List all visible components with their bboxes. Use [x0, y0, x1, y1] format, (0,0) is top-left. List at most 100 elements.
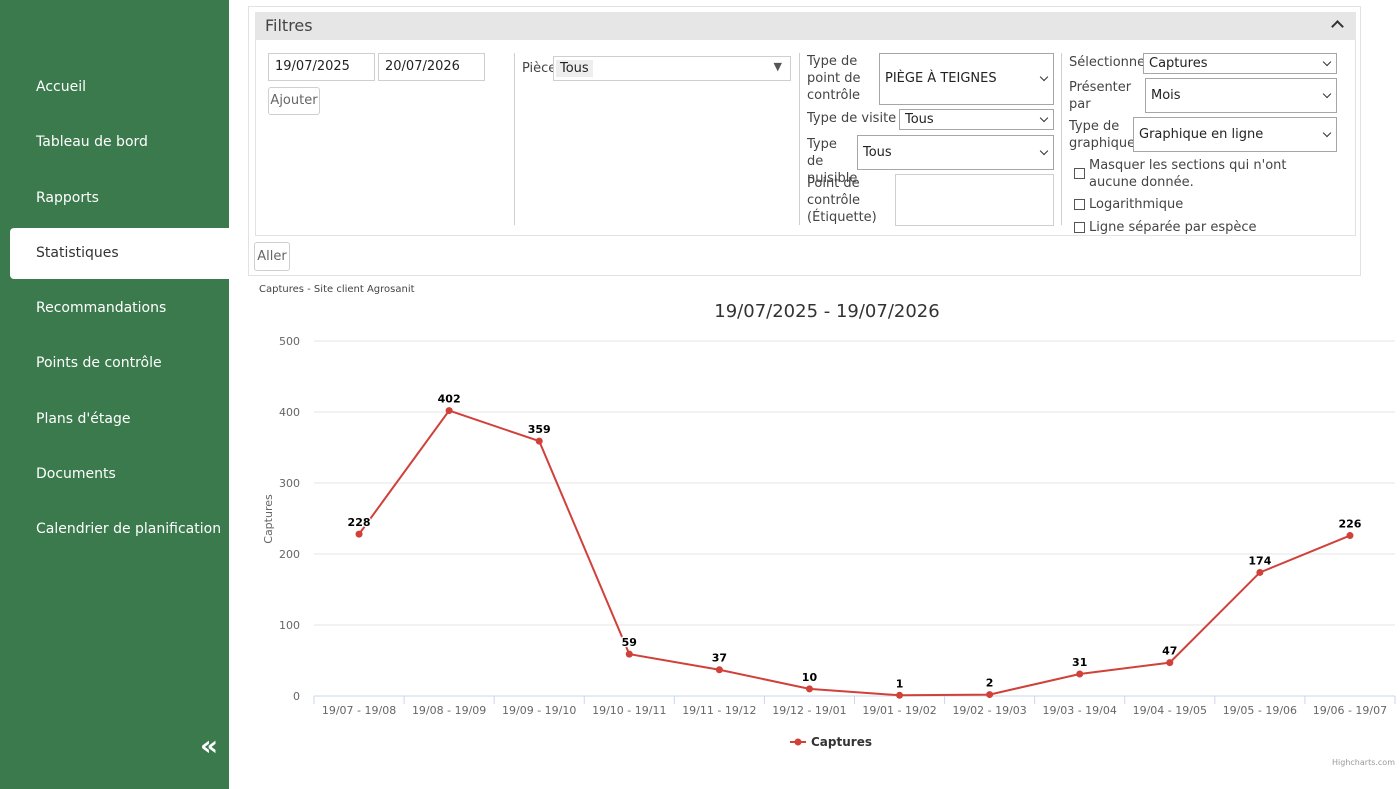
data-label: 1 — [896, 677, 904, 690]
present-by-label: Présenter par — [1069, 80, 1132, 112]
chevron-down-icon — [1039, 113, 1049, 123]
data-label: 59 — [622, 636, 637, 649]
logarithmic-checkbox[interactable] — [1074, 199, 1085, 210]
y-tick-label: 200 — [279, 548, 300, 561]
date-to-input[interactable]: 20/07/2026 — [378, 53, 485, 81]
data-label: 226 — [1338, 518, 1361, 531]
split-by-species-checkbox[interactable] — [1074, 222, 1085, 233]
y-tick-label: 0 — [293, 690, 300, 703]
highcharts-credit[interactable]: Highcharts.com — [1332, 758, 1395, 767]
x-tick-label: 19/05 - 19/06 — [1223, 704, 1297, 717]
pest-type-select[interactable]: Tous — [857, 135, 1054, 170]
sidebar-item-calendrier[interactable]: Calendrier de planification — [36, 521, 222, 537]
x-tick-label: 19/10 - 19/11 — [592, 704, 666, 717]
sidebar-item-documents[interactable]: Documents — [36, 466, 116, 482]
data-point[interactable] — [896, 691, 904, 699]
checkpoint-tag-input[interactable] — [895, 174, 1054, 226]
sidebar-item-accueil[interactable]: Accueil — [36, 79, 86, 95]
chart-export-title: Captures - Site client Agrosanit — [259, 284, 415, 295]
pest-type-label: Type de nuisible — [807, 137, 858, 186]
data-point[interactable] — [625, 650, 633, 658]
piece-chip: Tous — [556, 60, 593, 77]
chevron-down-icon — [1039, 146, 1049, 156]
x-tick-label: 19/12 - 19/01 — [772, 704, 846, 717]
data-point[interactable] — [986, 691, 994, 699]
x-tick-label: 19/04 - 19/05 — [1133, 704, 1207, 717]
chevron-down-icon — [1322, 57, 1332, 67]
chevron-up-icon[interactable] — [1331, 20, 1344, 33]
sidebar-item-points-de-controle[interactable]: Points de contrôle — [36, 355, 162, 371]
y-tick-label: 400 — [279, 406, 300, 419]
graph-type-select[interactable]: Graphique en ligne — [1133, 117, 1337, 152]
checkpoint-tag-label: Point de contrôle (Étiquette) — [807, 176, 877, 225]
data-label: 47 — [1162, 645, 1177, 658]
data-point[interactable] — [1076, 670, 1084, 678]
split-by-species-label: Ligne séparée par espèce — [1089, 220, 1257, 235]
divider — [514, 53, 515, 225]
data-point[interactable] — [1346, 532, 1354, 540]
x-tick-label: 19/01 - 19/02 — [862, 704, 936, 717]
sidebar-item-plans-etage[interactable]: Plans d'étage — [36, 411, 131, 427]
chevron-down-icon — [1322, 128, 1332, 138]
sidebar-item-statistiques[interactable]: Statistiques — [10, 228, 229, 279]
visit-type-label: Type de visite — [807, 111, 897, 126]
sidebar: Accueil Tableau de bord Rapports Statist… — [0, 0, 229, 789]
checkpoint-type-value: PIÈGE À TEIGNES — [885, 71, 997, 86]
present-by-value: Mois — [1151, 88, 1181, 103]
triangle-down-icon: ▼ — [773, 60, 782, 73]
data-label: 402 — [438, 393, 461, 406]
data-label: 174 — [1248, 554, 1271, 567]
filter-title: Filtres — [265, 16, 313, 35]
y-tick-label: 100 — [279, 619, 300, 632]
chevron-down-icon — [1039, 72, 1049, 82]
collapse-sidebar-icon[interactable]: « — [200, 729, 219, 762]
chevron-down-icon — [1322, 89, 1332, 99]
go-button[interactable]: Aller — [254, 242, 290, 271]
x-tick-label: 19/11 - 19/12 — [682, 704, 756, 717]
divider — [1061, 53, 1062, 225]
legend-marker-icon — [794, 738, 802, 746]
sidebar-item-recommandations[interactable]: Recommandations — [36, 300, 167, 316]
hide-empty-checkbox[interactable] — [1074, 168, 1085, 179]
data-label: 10 — [802, 671, 818, 684]
present-by-select[interactable]: Mois — [1145, 78, 1337, 113]
pest-type-value: Tous — [863, 145, 892, 160]
graph-type-label: Type de graphique — [1069, 119, 1136, 151]
sidebar-item-tableau-de-bord[interactable]: Tableau de bord — [36, 134, 148, 150]
date-from-input[interactable]: 19/07/2025 — [268, 53, 375, 81]
piece-label: Pièce — [522, 61, 557, 76]
checkpoint-type-select[interactable]: PIÈGE À TEIGNES — [879, 53, 1054, 105]
sidebar-item-rapports[interactable]: Rapports — [36, 190, 99, 206]
data-point[interactable] — [1256, 568, 1264, 576]
data-point[interactable] — [355, 530, 363, 538]
data-label: 2 — [986, 677, 994, 690]
graph-type-value: Graphique en ligne — [1139, 127, 1264, 142]
x-tick-label: 19/08 - 19/09 — [412, 704, 486, 717]
data-point[interactable] — [715, 666, 723, 674]
x-tick-label: 19/09 - 19/10 — [502, 704, 576, 717]
data-point[interactable] — [805, 685, 813, 693]
add-button[interactable]: Ajouter — [268, 87, 320, 115]
visit-type-value: Tous — [905, 112, 934, 127]
filter-body: 19/07/2025 20/07/2026 Ajouter Pièce Tous… — [255, 40, 1356, 236]
x-tick-label: 19/07 - 19/08 — [322, 704, 396, 717]
data-label: 37 — [712, 652, 727, 665]
y-tick-label: 300 — [279, 477, 300, 490]
visit-type-select[interactable]: Tous — [899, 109, 1054, 130]
legend-item-captures[interactable]: Captures — [811, 735, 872, 749]
x-tick-label: 19/03 - 19/04 — [1043, 704, 1117, 717]
data-label: 359 — [528, 423, 551, 436]
data-point[interactable] — [1166, 659, 1174, 667]
y-axis-label: Captures — [262, 494, 275, 544]
filter-header[interactable]: Filtres — [255, 12, 1356, 40]
piece-select[interactable]: Tous ▼ — [553, 56, 791, 81]
select-label: Sélectionnez — [1069, 55, 1152, 70]
select-metric[interactable]: Captures — [1143, 53, 1337, 74]
divider — [799, 53, 800, 225]
select-metric-value: Captures — [1149, 56, 1208, 71]
x-tick-label: 19/02 - 19/03 — [952, 704, 1026, 717]
y-tick-label: 500 — [279, 335, 300, 348]
data-point[interactable] — [445, 407, 453, 415]
chart-title: 19/07/2025 - 19/07/2026 — [714, 301, 939, 322]
data-point[interactable] — [535, 437, 543, 445]
